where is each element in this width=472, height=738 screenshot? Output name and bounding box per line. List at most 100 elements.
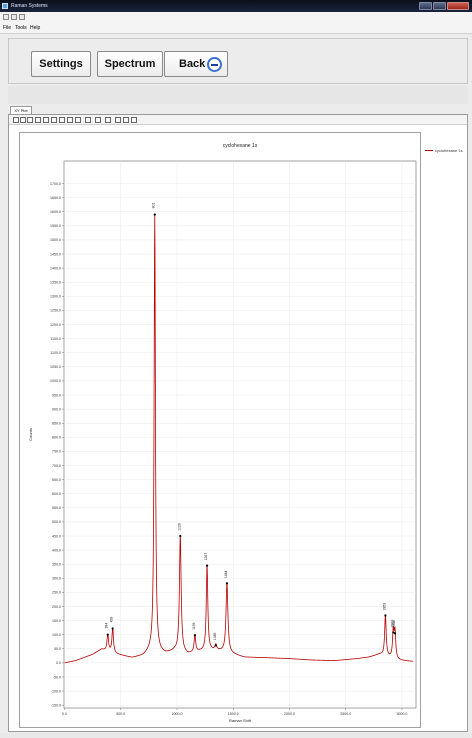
x-tick-label: 2000.0 [284,712,295,716]
peak-marker[interactable] [393,632,397,635]
y-tick-label: -100.0 [51,689,61,693]
x-tick-label: 3000.0 [396,712,407,716]
y-tick-label: 900.0 [52,407,61,411]
chart-frame: cyclohexane 1s -150.0 -100.0 -50.0 0.0 50.0 10… [19,132,421,728]
peak-marker[interactable] [225,582,229,585]
y-tick-label: 1450.0 [50,252,61,256]
spectrum-button[interactable]: Spectrum [97,51,163,77]
copy-icon[interactable] [95,117,101,123]
title-bar: Raman Systems [0,0,472,12]
spectrum-chart[interactable]: cyclohexane 1s -150.0 -100.0 -50.0 0.0 50.0 10… [20,133,420,727]
y-tick-label: 1700.0 [50,182,61,186]
y-tick-label: 0.0 [56,661,61,665]
y-tick-label: 50.0 [54,647,61,651]
y-tick-label: 1500.0 [50,238,61,242]
panel-header-area [8,86,468,104]
close-button[interactable] [447,2,469,10]
maximize-button[interactable] [433,2,446,10]
save-icon[interactable] [3,14,9,20]
plot-toolbar [9,115,467,125]
back-arrow-icon [207,57,222,72]
y-tick-label: 1250.0 [50,309,61,313]
y-tick-label: 1550.0 [50,224,61,228]
dropdown-icon[interactable] [19,14,25,20]
back-button[interactable]: Back [164,51,228,77]
plot-panel: cyclohexane 1s -150.0 -100.0 -50.0 0.0 50.0 10… [8,114,468,732]
y-tick-label: 750.0 [52,450,61,454]
zoom-in-icon[interactable] [51,117,57,123]
peak-marker[interactable] [384,614,387,617]
menu-help[interactable]: Help [30,25,41,31]
first-icon[interactable] [13,117,19,123]
fit-icon[interactable] [67,117,73,123]
status-bar [0,733,472,738]
y-tick-label: 1350.0 [50,281,61,285]
peak-label: 1159 [192,622,196,629]
tab-xy-plot[interactable]: XY Plot [10,106,32,114]
back-label: Back [179,58,206,70]
window-controls [419,2,469,10]
peak-label: 2938 [392,620,396,628]
y-tick-label: 450.0 [52,534,61,538]
peak-marker[interactable] [205,564,209,567]
peak-marker[interactable] [392,631,395,634]
y-tick-label: 650.0 [52,478,61,482]
menu-tools[interactable]: Tools [15,25,27,31]
minimize-button[interactable] [419,2,432,10]
print-preview-icon[interactable] [131,117,137,123]
y-tick-label: 1100.0 [50,351,61,355]
y-tick-label: 1150.0 [50,337,61,341]
spectrum-line[interactable] [64,214,414,664]
peak-label: 2923 [390,620,394,628]
peak-marker[interactable] [111,627,114,630]
y-tick-label: 500.0 [52,520,61,524]
y-tick-label: 400.0 [52,548,61,552]
save-icon[interactable] [115,117,121,123]
peak-marker[interactable] [214,644,217,647]
pause-icon[interactable] [27,117,33,123]
peak-marker[interactable] [179,534,182,538]
y-tick-label: 1300.0 [50,295,61,299]
y-tick-label: 100.0 [52,633,61,637]
x-tick-label: 1000.0 [172,712,183,716]
y-tick-label: 150.0 [52,619,61,623]
peak-marker[interactable] [106,633,109,636]
peak-label: 1345 [213,633,217,641]
x-tick-label: 1500.0 [228,712,239,716]
peak-label: 428 [110,617,114,623]
y-tick-label: 300.0 [52,577,61,581]
y-tick-label: 1000.0 [50,379,61,383]
settings-button[interactable]: Settings [31,51,91,77]
zoom-out-icon[interactable] [59,117,65,123]
legend-swatch [425,150,433,151]
x-tick-label: 0.0 [62,712,67,716]
peak-marker[interactable] [153,213,156,216]
peak-marker[interactable] [193,634,197,637]
cursor-icon[interactable] [43,117,49,123]
y-tick-label: 850.0 [52,422,61,426]
peak-label: 384 [105,623,109,629]
chart-legend: cyclohexane 1s [425,145,465,157]
menu-file[interactable]: File [3,25,12,31]
peak-label: 1267 [204,553,208,561]
open-icon[interactable] [11,14,17,20]
chart-title: cyclohexane 1s [223,143,258,149]
print-icon[interactable] [123,117,129,123]
y-tick-label: 200.0 [52,605,61,609]
xy-icon[interactable] [85,117,91,123]
legend-label: cyclohexane 1s [435,148,463,153]
y-tick-label: -150.0 [51,703,61,707]
x-axis-label: Raman Shift [229,718,252,723]
prev-icon[interactable] [20,117,26,123]
plot-area[interactable] [63,160,417,709]
grid-icon[interactable] [35,117,41,123]
paste-icon[interactable] [105,117,111,123]
app-icon [2,3,8,9]
peak-label: 802 [152,203,156,209]
peak-label: 1029 [177,523,181,531]
select-icon[interactable] [75,117,81,123]
y-tick-label: 700.0 [52,464,61,468]
y-tick-label: 250.0 [52,591,61,595]
y-tick-label: -50.0 [53,675,61,679]
